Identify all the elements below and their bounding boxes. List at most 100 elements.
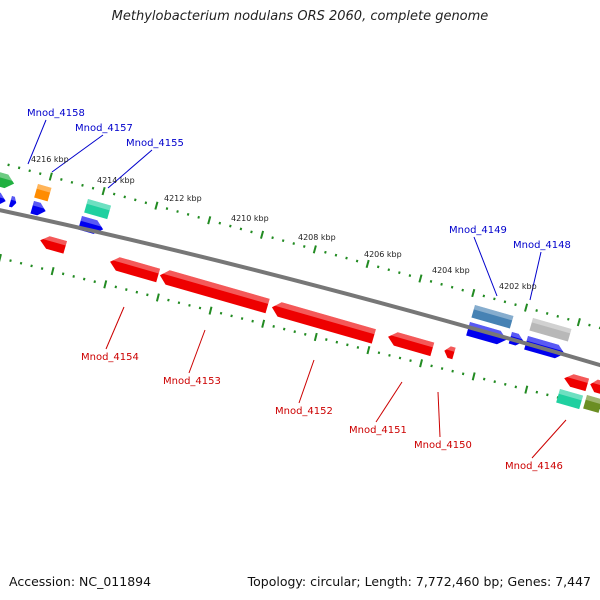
outer-tick bbox=[440, 282, 443, 286]
outer-tick bbox=[514, 303, 517, 307]
outer-tick bbox=[186, 212, 190, 216]
gene-label: Mnod_4152 bbox=[275, 406, 333, 417]
outer-tick bbox=[239, 227, 243, 231]
outer-tick bbox=[81, 183, 84, 187]
inner-tick bbox=[103, 280, 108, 289]
outer-tick bbox=[176, 210, 179, 213]
gene-feature bbox=[34, 184, 52, 202]
inner-tick bbox=[72, 275, 75, 278]
outer-tick bbox=[123, 195, 127, 199]
inner-tick bbox=[125, 288, 128, 291]
inner-tick bbox=[9, 259, 12, 263]
outer-tick bbox=[450, 285, 454, 289]
inner-tick bbox=[482, 377, 486, 381]
inner-tick bbox=[461, 372, 465, 376]
outer-tick bbox=[334, 253, 338, 257]
inner-tick bbox=[61, 272, 65, 276]
outer-tick bbox=[229, 224, 232, 228]
leader-line bbox=[531, 419, 567, 459]
scale-label: 4204 kbp bbox=[432, 266, 470, 275]
scale-label: 4212 kbp bbox=[164, 194, 202, 203]
scale-label: 4216 kbp bbox=[31, 155, 69, 164]
gene-label: Mnod_4155 bbox=[126, 138, 184, 149]
outer-tick bbox=[524, 303, 529, 312]
inner-tick bbox=[356, 346, 360, 349]
inner-tick bbox=[251, 319, 254, 323]
gene-feature bbox=[556, 389, 584, 410]
outer-tick bbox=[556, 314, 560, 318]
outer-tick bbox=[376, 265, 380, 269]
outer-tick bbox=[250, 230, 253, 234]
accession-text: Accession: NC_011894 bbox=[9, 574, 152, 589]
gene-feature bbox=[40, 236, 67, 254]
gene-feature bbox=[159, 270, 270, 314]
outer-tick bbox=[218, 221, 222, 225]
outer-tick bbox=[60, 178, 63, 181]
outer-tick bbox=[292, 242, 296, 245]
outer-tick bbox=[165, 207, 169, 211]
outer-tick bbox=[70, 180, 74, 184]
inner-tick bbox=[493, 380, 496, 384]
outer-tick bbox=[38, 172, 42, 176]
leader-line bbox=[437, 391, 441, 438]
genome-backbone bbox=[0, 208, 600, 368]
outer-tick bbox=[7, 163, 10, 167]
inner-tick bbox=[50, 267, 55, 276]
inner-tick bbox=[293, 330, 296, 334]
outer-tick bbox=[482, 294, 486, 298]
outer-tick bbox=[144, 201, 148, 205]
leader-line bbox=[105, 306, 125, 350]
inner-tick bbox=[313, 332, 318, 342]
outer-tick bbox=[197, 215, 200, 219]
outer-tick bbox=[112, 192, 116, 196]
outer-tick bbox=[471, 288, 476, 298]
inner-tick bbox=[146, 293, 149, 297]
inner-tick bbox=[471, 372, 476, 381]
inner-tick bbox=[514, 385, 518, 389]
inner-tick bbox=[155, 293, 160, 302]
outer-tick bbox=[567, 317, 570, 321]
outer-tick bbox=[134, 198, 137, 202]
gene-label: Mnod_4153 bbox=[163, 376, 221, 387]
gene-feature bbox=[529, 318, 572, 342]
outer-tick bbox=[154, 201, 159, 210]
outer-tick bbox=[101, 187, 106, 196]
scale-label: 4206 kbp bbox=[364, 250, 402, 259]
gene-feature bbox=[8, 196, 17, 208]
scale-labels: 4216 kbp 4214 kbp 4212 kbp 4210 kbp 4208 kbp… bbox=[31, 155, 537, 291]
inner-tick bbox=[335, 340, 339, 344]
scale-label: 4202 kbp bbox=[499, 282, 537, 291]
leader-line bbox=[529, 251, 542, 301]
outer-tick bbox=[408, 274, 412, 278]
inner-tick bbox=[230, 314, 233, 318]
inner-tick bbox=[19, 261, 23, 265]
label-leader-lines bbox=[27, 119, 567, 459]
inner-tick bbox=[208, 306, 213, 315]
gene-label: Mnod_4151 bbox=[349, 425, 407, 436]
outer-tick bbox=[17, 166, 21, 170]
gene-feature bbox=[444, 346, 456, 360]
inner-tick bbox=[82, 277, 86, 281]
inner-tick bbox=[167, 298, 170, 302]
outer-tick bbox=[418, 274, 423, 283]
outer-tick bbox=[28, 169, 31, 173]
leader-line bbox=[473, 236, 498, 297]
outer-tick bbox=[576, 318, 581, 327]
outer-tick bbox=[324, 250, 327, 254]
gene-features bbox=[0, 170, 600, 413]
gene-label: Mnod_4150 bbox=[414, 440, 472, 451]
outer-tick bbox=[91, 186, 95, 190]
outer-tick bbox=[588, 323, 591, 327]
outer-tick bbox=[302, 245, 306, 248]
leader-line bbox=[107, 149, 153, 189]
inner-tick bbox=[30, 264, 33, 268]
inner-tick bbox=[219, 311, 223, 315]
inner-tick bbox=[546, 393, 549, 397]
gene-label: Mnod_4146 bbox=[505, 461, 563, 472]
summary-text: Topology: circular; Length: 7,772,460 bp… bbox=[247, 574, 591, 589]
gene-feature bbox=[583, 395, 600, 413]
outer-tick bbox=[260, 230, 265, 239]
scale-label: 4214 kbp bbox=[97, 176, 135, 185]
inner-tick bbox=[240, 317, 244, 320]
gene-feature bbox=[564, 374, 590, 392]
